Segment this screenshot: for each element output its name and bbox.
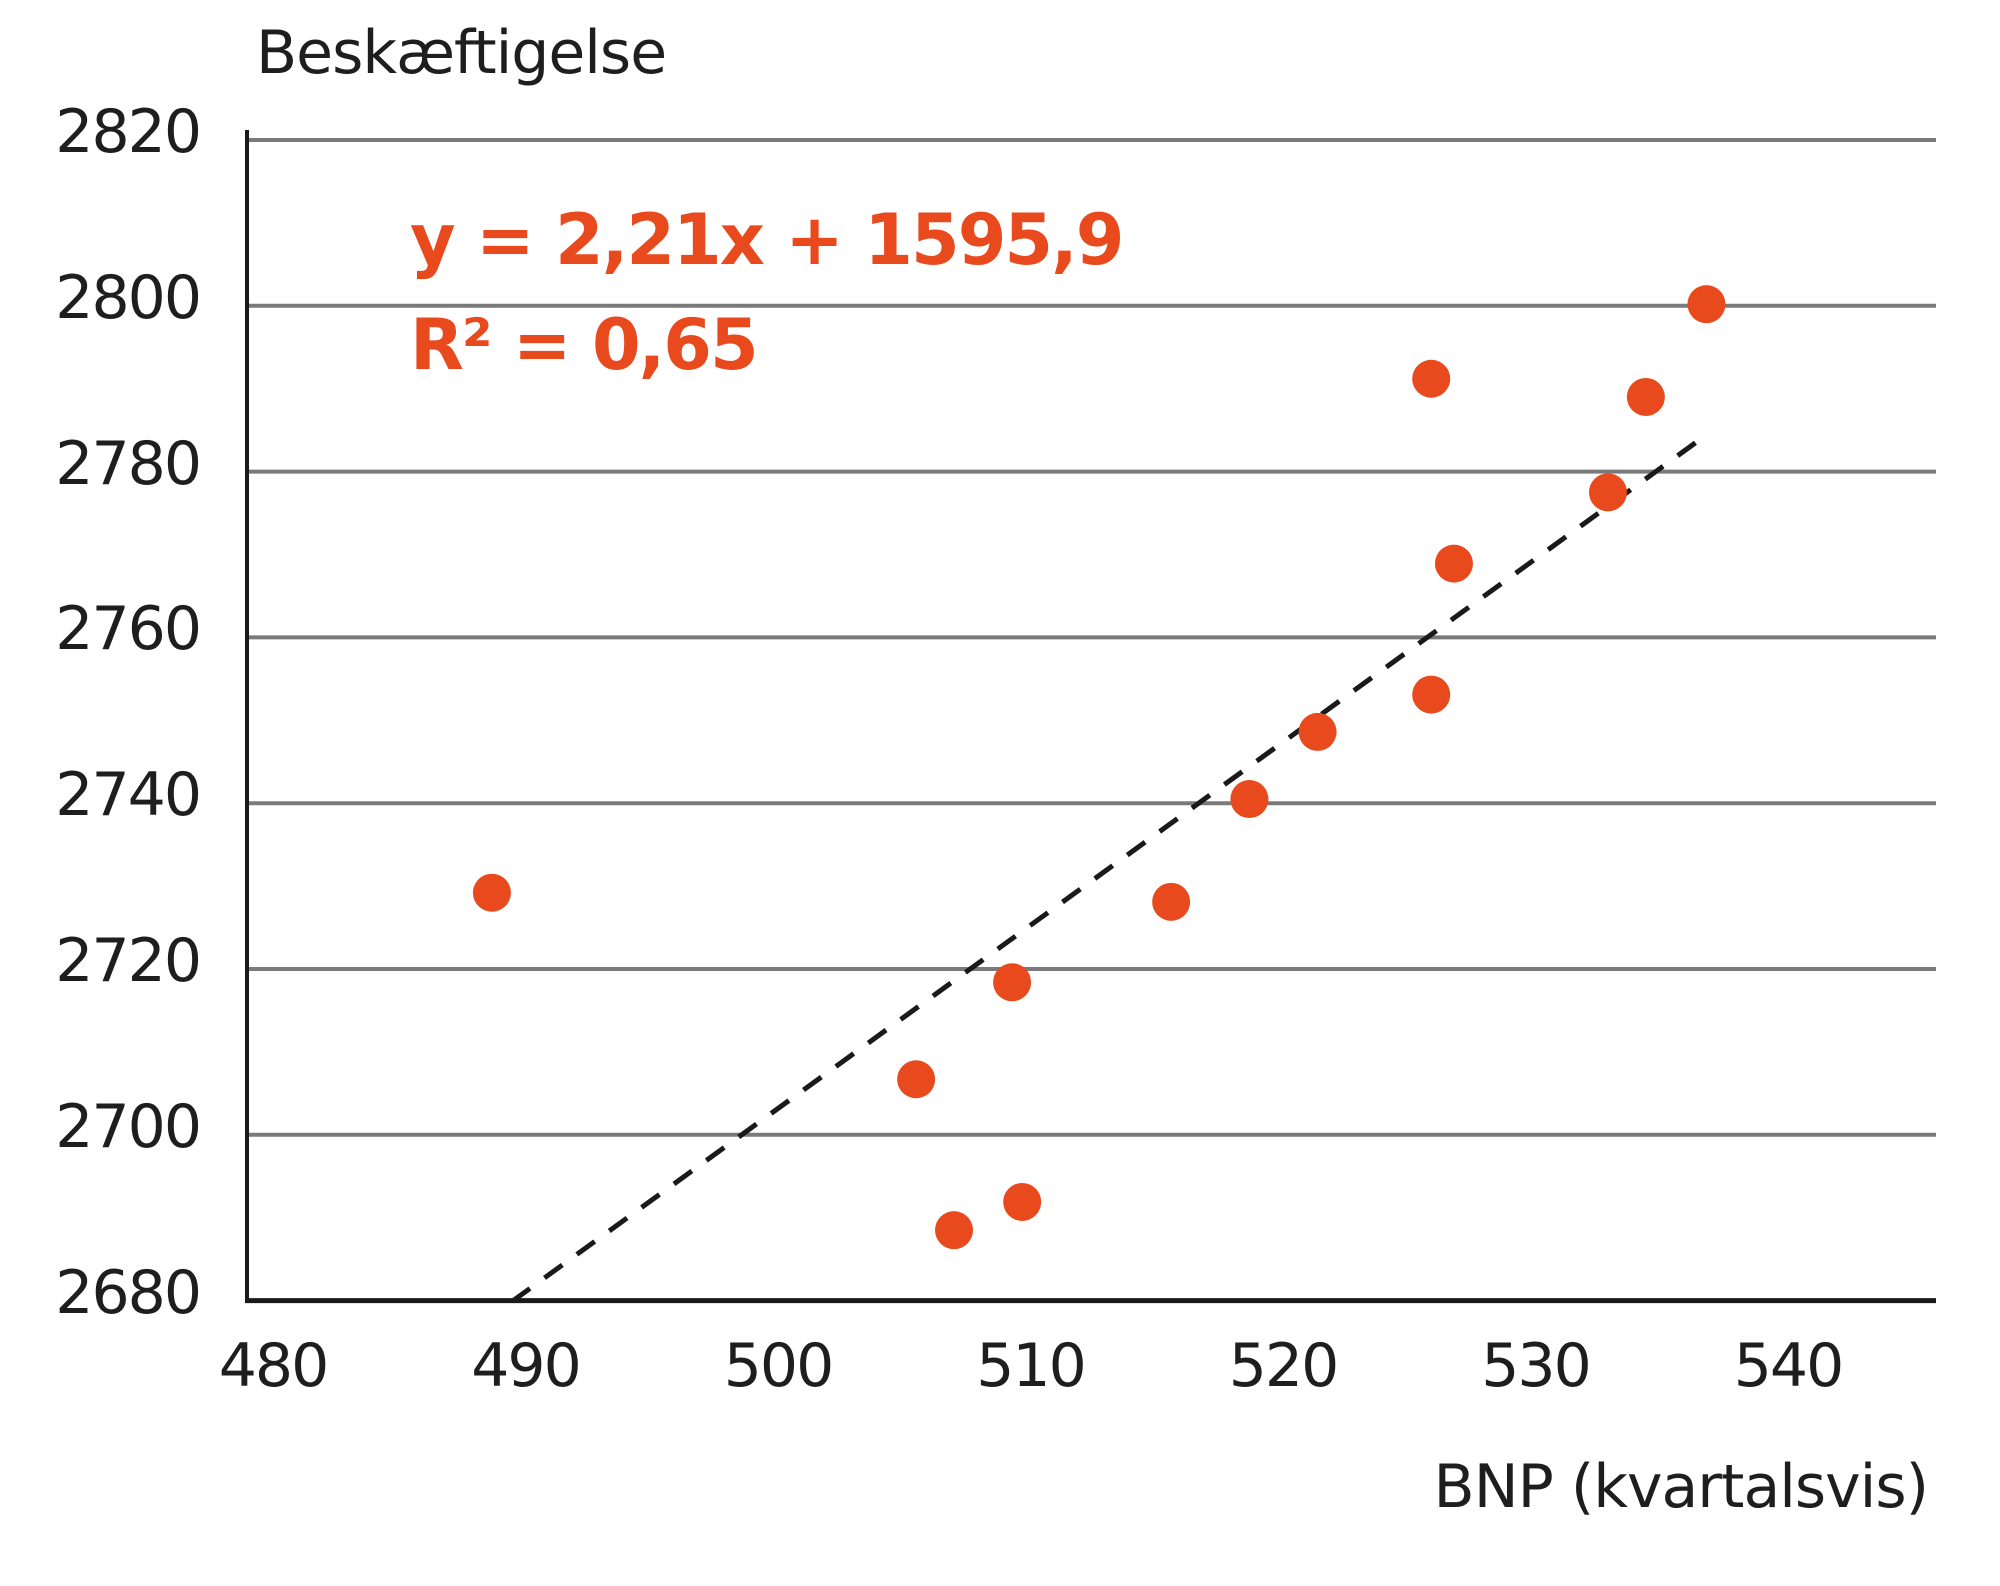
x-tick-label: 500 — [723, 1331, 835, 1401]
y-tick-label: 2680 — [55, 1257, 202, 1328]
data-point — [1687, 285, 1726, 324]
r-squared-label: R² = 0,65 — [410, 304, 759, 386]
x-tick-label: 490 — [471, 1331, 582, 1401]
gridlines — [247, 138, 1936, 1137]
y-tick-label: 2700 — [55, 1091, 202, 1162]
trendline — [510, 432, 1708, 1304]
data-point — [1626, 377, 1665, 416]
x-tick-label: 480 — [218, 1331, 330, 1401]
y-tick-label: 2720 — [55, 926, 202, 996]
x-axis-title: BNP (kvartalsvis) — [1433, 1452, 1929, 1522]
y-tick-label: 2760 — [55, 594, 202, 665]
y-tick-label: 2820 — [55, 97, 202, 167]
data-point — [1003, 1182, 1042, 1221]
y-tick-label: 2740 — [55, 760, 202, 831]
data-points — [472, 285, 1726, 1250]
data-point — [1588, 473, 1627, 512]
y-axis-title: Beskæftigelse — [256, 18, 667, 88]
data-point — [1298, 712, 1337, 751]
axes — [245, 130, 1936, 1304]
x-tick-label: 540 — [1733, 1331, 1845, 1401]
data-point — [1230, 780, 1269, 819]
trendline-dashed — [510, 432, 1708, 1304]
regression-equation: y = 2,21x + 1595,9 — [410, 199, 1124, 281]
data-point — [472, 873, 511, 912]
data-point — [1412, 675, 1451, 714]
y-tick-label: 2800 — [55, 262, 202, 333]
data-point — [1412, 359, 1451, 398]
x-tick-label: 530 — [1481, 1331, 1592, 1401]
x-tick-label: 520 — [1228, 1331, 1340, 1401]
data-point — [935, 1211, 973, 1250]
data-point — [993, 963, 1032, 1002]
y-tick-label: 2780 — [55, 428, 202, 499]
data-point — [1434, 544, 1473, 583]
data-point — [897, 1060, 936, 1099]
x-tick-label: 510 — [976, 1331, 1087, 1401]
data-point — [1152, 882, 1191, 921]
